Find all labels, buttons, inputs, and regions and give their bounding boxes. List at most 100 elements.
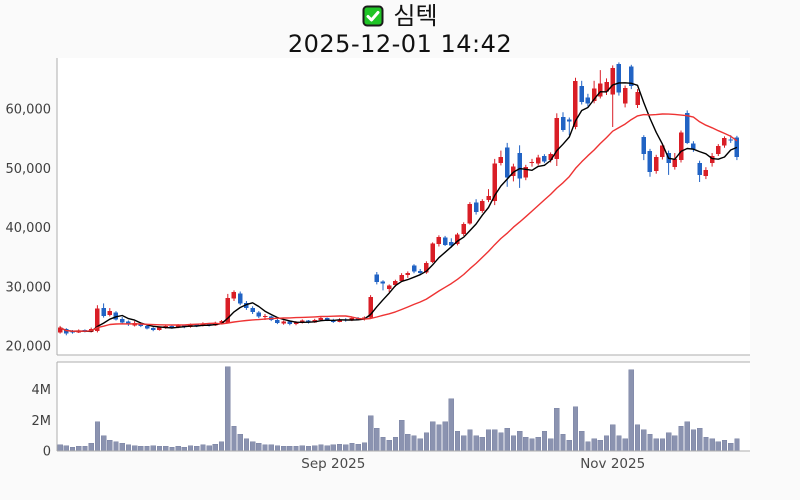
volume-bar	[696, 427, 703, 452]
candle-up	[225, 298, 230, 323]
volume-bar	[665, 432, 672, 452]
volume-bar	[262, 444, 268, 452]
candle-down	[151, 328, 156, 330]
candle-up	[318, 318, 324, 320]
candle-up	[511, 166, 516, 177]
volume-bar	[200, 444, 206, 452]
candle-up	[492, 163, 497, 201]
volume-bar	[324, 445, 330, 452]
candle-up	[480, 201, 485, 212]
panel-borders	[56, 58, 750, 452]
volume-bar	[94, 421, 101, 452]
candle-up	[157, 327, 162, 330]
volume-bar	[715, 441, 721, 452]
volume-bar	[194, 446, 200, 452]
moving-averages	[59, 82, 738, 333]
price-axis-label: 50,000	[6, 162, 52, 177]
volume-bar	[641, 429, 647, 452]
candle-up	[523, 167, 528, 178]
candle-up	[467, 203, 473, 224]
candle-up	[461, 224, 466, 235]
volume-bar	[76, 446, 82, 452]
volume-bar	[547, 438, 554, 452]
candle-up	[498, 157, 504, 164]
volume-bar	[653, 438, 659, 452]
volume-bar	[212, 443, 218, 452]
volume-bar	[82, 446, 88, 452]
candle-up	[175, 325, 181, 328]
volume-bar	[473, 435, 479, 452]
volume-bar	[703, 436, 709, 452]
volume-bar	[591, 438, 597, 452]
volume-bar	[448, 398, 454, 452]
candle-down	[411, 265, 417, 272]
candle-up	[529, 161, 535, 164]
volume-bar	[417, 438, 423, 452]
volume-bar	[249, 441, 256, 452]
candle-up	[219, 321, 224, 323]
volume-bar	[566, 440, 572, 452]
volume-bar	[728, 443, 734, 452]
volume-bar	[405, 433, 411, 452]
volume-bar	[175, 446, 181, 452]
volume-bar	[572, 406, 579, 452]
volume-bar	[225, 366, 231, 452]
volume-bar	[163, 446, 169, 452]
candle-up	[536, 157, 541, 164]
volume-bar	[374, 427, 380, 452]
volume-bar	[380, 436, 386, 452]
volume-bar	[125, 444, 132, 452]
volume-bar	[535, 436, 541, 452]
volume-bar	[554, 407, 560, 452]
volume-bar	[138, 446, 144, 452]
candle-up	[455, 234, 460, 245]
candle-up	[672, 158, 678, 168]
candle-down	[629, 66, 634, 87]
volume-bar	[516, 430, 523, 452]
candle-down	[101, 308, 106, 316]
volume-bar	[454, 430, 461, 452]
candle-up	[386, 285, 392, 290]
volume-axis: 0 2M 4M	[32, 383, 52, 459]
candle-up	[591, 88, 597, 101]
candle-down	[244, 302, 249, 309]
volume-bar	[585, 441, 591, 452]
volume-bar	[88, 443, 94, 452]
candle-up	[262, 315, 268, 317]
volume-bar	[690, 429, 697, 452]
volume-bar	[69, 446, 76, 452]
volume-bar	[206, 445, 212, 452]
volume-bar	[610, 424, 616, 452]
volume-axis-label: 2M	[32, 414, 52, 429]
volume-bar	[386, 440, 392, 452]
candle-down	[517, 153, 522, 179]
candle-down	[647, 151, 653, 172]
price-axis: 20,000 30,000 40,000 50,000 60,000	[6, 103, 52, 355]
candle-down	[567, 119, 572, 122]
volume-bar	[131, 445, 138, 452]
candle-up	[622, 87, 628, 104]
volume-bar	[156, 446, 163, 452]
volume-axis-label: 4M	[32, 383, 52, 398]
volume-bar	[63, 445, 69, 452]
candle-up	[709, 156, 715, 164]
candle-down	[194, 324, 199, 326]
ma5-line	[59, 82, 738, 333]
volume-bar	[280, 446, 287, 452]
volume-bar	[100, 435, 107, 452]
candle-down	[691, 143, 696, 149]
candle-down	[306, 320, 311, 323]
volume-bar	[560, 433, 566, 452]
volume-bar	[628, 369, 634, 452]
candle-up	[293, 322, 299, 325]
candle-up	[95, 308, 100, 332]
candle-down	[374, 274, 379, 283]
price-axis-label: 40,000	[6, 221, 52, 236]
volume-bar	[721, 440, 728, 452]
candle-up	[722, 138, 727, 146]
candle-down	[275, 320, 280, 323]
volume-bar	[461, 435, 467, 452]
volume-bar	[299, 445, 305, 452]
volume-bar	[361, 442, 368, 452]
